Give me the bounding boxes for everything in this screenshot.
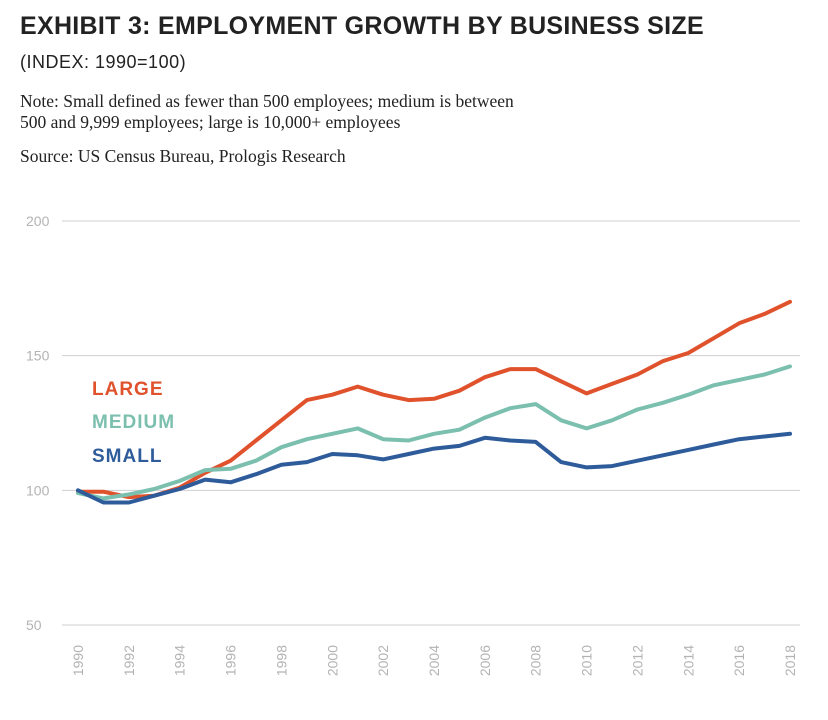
x-tick-label: 2018 <box>782 645 798 676</box>
x-tick-label: 2012 <box>629 645 645 676</box>
y-tick-label: 200 <box>26 213 50 229</box>
x-tick-label: 1990 <box>70 645 86 676</box>
x-tick-label: 1996 <box>223 645 239 676</box>
chart-note: Note: Small defined as fewer than 500 em… <box>20 91 720 133</box>
note-line-1: Note: Small defined as fewer than 500 em… <box>20 91 514 111</box>
series-lines <box>76 299 792 505</box>
x-tick-label: 1998 <box>273 645 289 676</box>
series-line-large <box>76 299 792 500</box>
y-tick-label: 50 <box>26 617 42 633</box>
x-tick-label: 2004 <box>426 645 442 676</box>
x-tick-label: 2000 <box>324 645 340 676</box>
chart-source: Source: US Census Bureau, Prologis Resea… <box>20 146 346 166</box>
chart-subtitle: (INDEX: 1990=100) <box>20 52 187 72</box>
legend: LARGE MEDIUM SMALL <box>92 379 175 467</box>
legend-label-small: SMALL <box>92 446 162 467</box>
series-line-small <box>76 431 792 505</box>
chart-title: EXHIBIT 3: EMPLOYMENT GROWTH BY BUSINESS… <box>20 12 704 40</box>
x-tick-label: 2006 <box>477 645 493 676</box>
series-line-medium <box>76 364 792 501</box>
legend-label-medium: MEDIUM <box>92 412 175 433</box>
x-tick-label: 1994 <box>172 645 188 676</box>
x-tick-label: 2016 <box>731 645 747 676</box>
note-line-2: 500 and 9,999 employees; large is 10,000… <box>20 112 401 132</box>
x-tick-label: 2002 <box>375 645 391 676</box>
y-tick-label: 100 <box>26 482 50 498</box>
grid <box>62 220 800 626</box>
x-tick-label: 1992 <box>121 645 137 676</box>
x-tick-label: 2008 <box>528 645 544 676</box>
y-axis: 200 150 100 50 <box>26 213 50 633</box>
x-tick-label: 2010 <box>579 645 595 676</box>
legend-label-large: LARGE <box>92 379 164 400</box>
y-tick-label: 150 <box>26 348 50 364</box>
x-axis: 1990 1992 1994 1996 1998 2000 2002 2004 2006 2008… <box>70 645 798 676</box>
x-tick-label: 2014 <box>680 645 696 676</box>
